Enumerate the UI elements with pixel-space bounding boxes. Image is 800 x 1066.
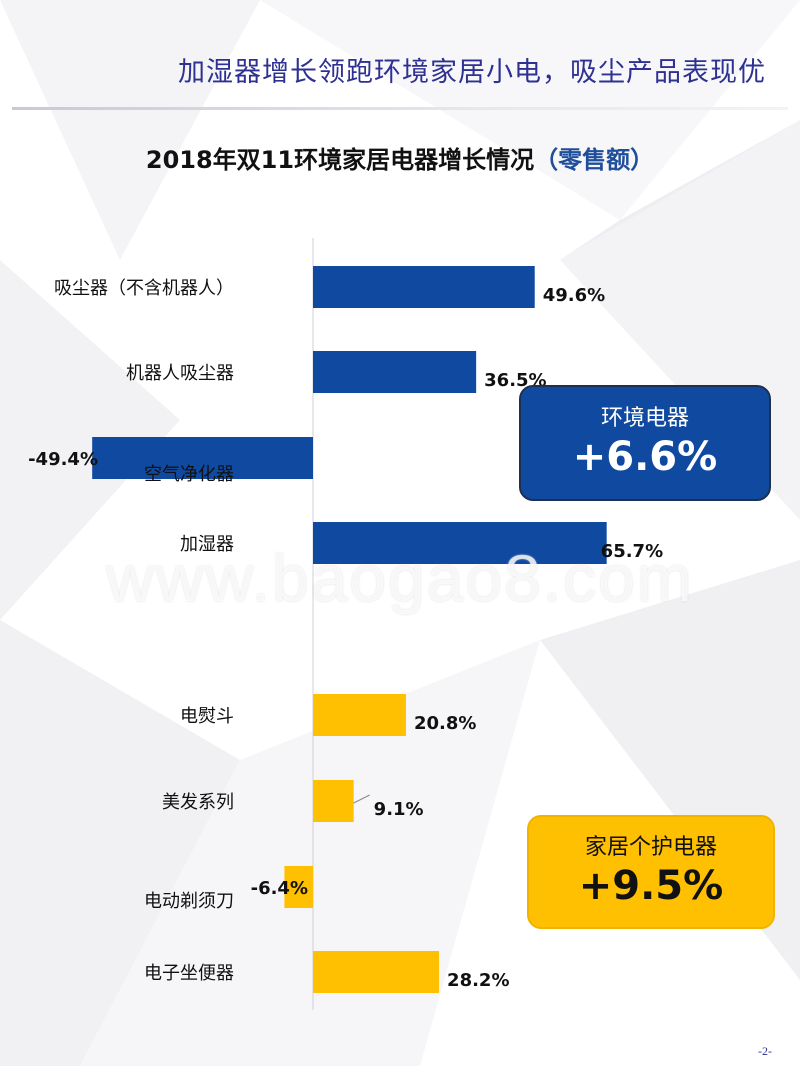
category-label-1: 吸尘器（不含机器人）: [54, 278, 234, 299]
bar-5: [313, 694, 406, 736]
category-label-3: 空气净化器: [144, 464, 234, 485]
header-divider: [12, 107, 788, 110]
bar-7: [284, 866, 313, 908]
bar-4: [313, 522, 607, 564]
value-label-7: -6.4%: [251, 878, 308, 899]
bar-8: [313, 951, 440, 993]
category-label-2: 机器人吸尘器: [126, 363, 234, 384]
value-label-8: 28.2%: [447, 970, 509, 991]
value-label-5: 20.8%: [414, 713, 476, 734]
page-title: 加湿器增长领跑环境家居小电，吸尘产品表现优: [178, 57, 766, 88]
category-label-5: 电熨斗: [180, 706, 234, 727]
chart-title-main: 2018年双11环境家居电器增长情况: [145, 146, 535, 174]
category-label-6: 美发系列: [162, 792, 234, 813]
bar-6: [313, 780, 354, 822]
value-label-1: 49.6%: [543, 285, 605, 306]
bar-2: [313, 351, 477, 393]
category-label-8: 电子坐便器: [144, 963, 234, 984]
page-number: -2-: [758, 1044, 772, 1058]
care-summary-value: +9.5%: [578, 863, 724, 909]
care-summary-box: 家居个护电器 +9.5%: [527, 815, 775, 929]
care-summary-label: 家居个护电器: [584, 835, 717, 860]
chart-title: 2018年双11环境家居电器增长情况（零售额）: [0, 140, 800, 175]
value-label-6: 9.1%: [374, 799, 424, 820]
chart-title-sub: （零售额）: [534, 146, 655, 174]
category-label-7: 电动剃须刀: [144, 891, 234, 912]
env-summary-label: 环境电器: [600, 406, 689, 431]
category-label-4: 加湿器: [180, 534, 234, 555]
bar-1: [313, 266, 535, 308]
bar-3: [92, 437, 313, 479]
value-label-4: 65.7%: [601, 541, 663, 562]
watermark: www.baogao8.com: [106, 541, 694, 615]
value-label-3: -49.4%: [28, 449, 98, 470]
env-summary-box: 环境电器 +6.6%: [519, 385, 771, 501]
env-summary-value: +6.6%: [572, 434, 718, 480]
value-leader-line: [353, 794, 370, 804]
